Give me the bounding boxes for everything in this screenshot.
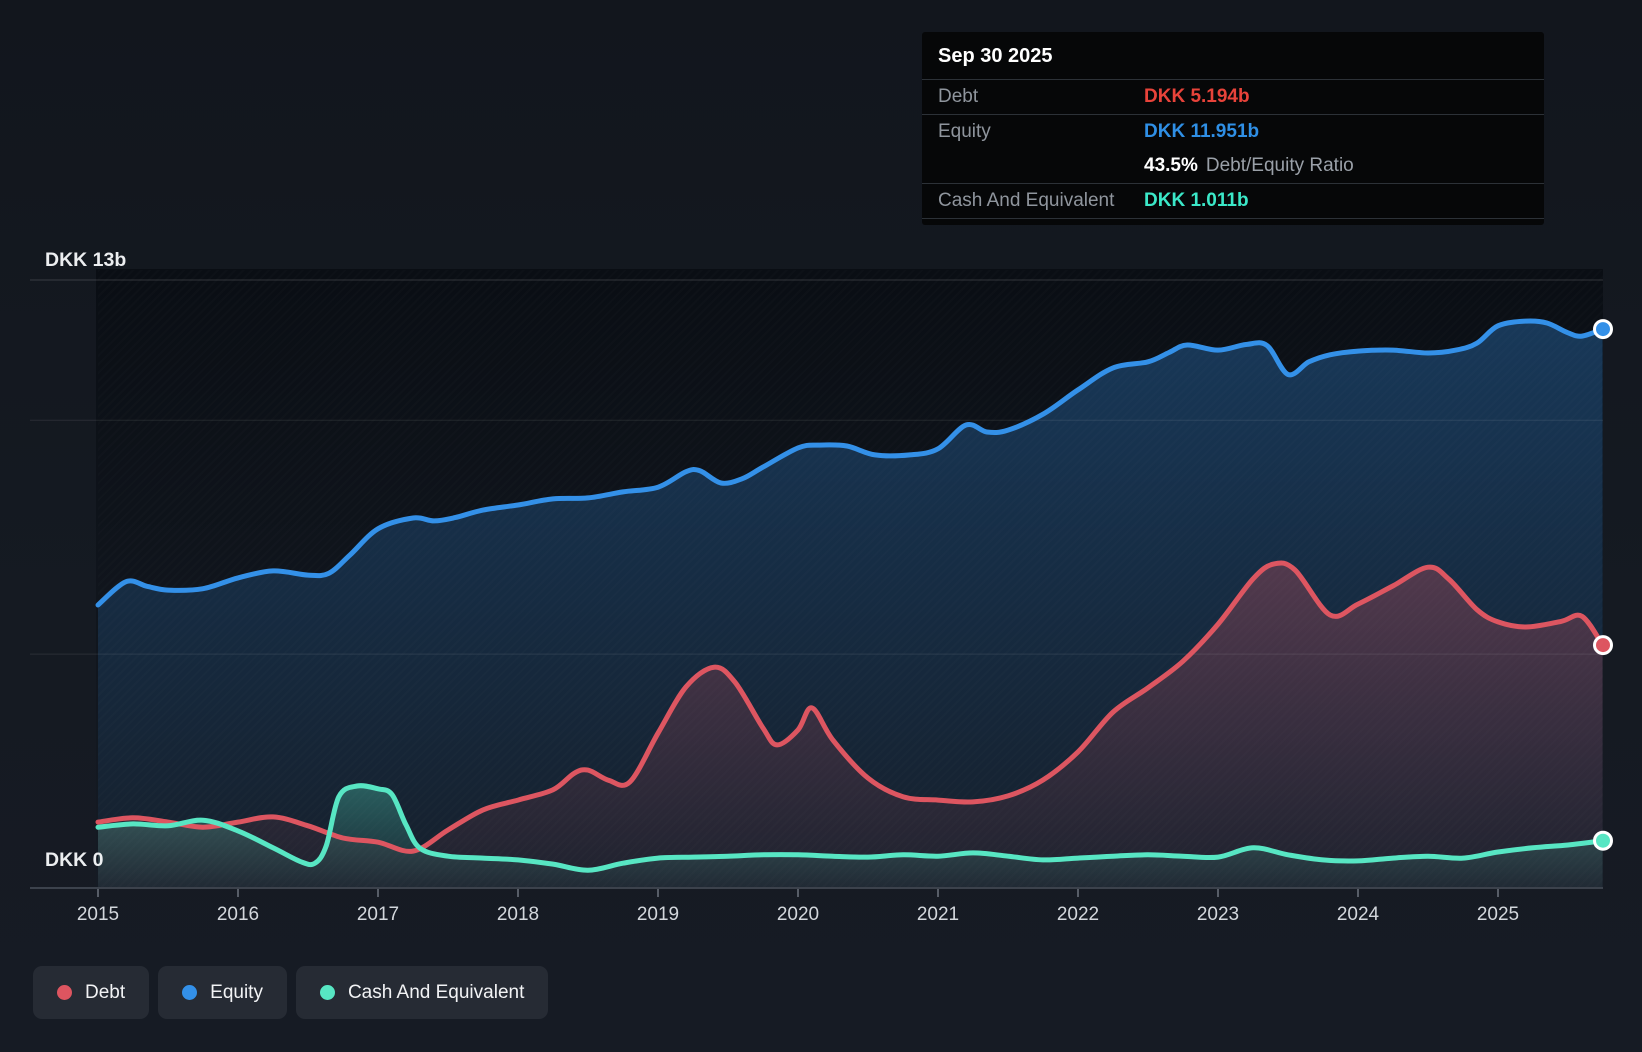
legend-debt-label: Debt xyxy=(85,982,125,1004)
legend-equity-label: Equity xyxy=(210,982,263,1004)
x-axis-label-2020: 2020 xyxy=(777,904,819,925)
y-axis-zero-label: DKK 0 xyxy=(45,849,104,871)
tooltip-equity-label: Equity xyxy=(938,121,1144,143)
x-axis-label-2018: 2018 xyxy=(497,904,539,925)
x-axis-label-2019: 2019 xyxy=(637,904,679,925)
x-axis-label-2017: 2017 xyxy=(357,904,399,925)
tooltip-row-equity: Equity DKK 11.951b xyxy=(922,115,1544,149)
x-axis-label-2025: 2025 xyxy=(1477,904,1519,925)
tooltip-date: Sep 30 2025 xyxy=(922,32,1544,80)
debt-end-marker xyxy=(1595,637,1612,654)
y-axis-max-label: DKK 13b xyxy=(45,249,126,271)
cash-series-dot-icon xyxy=(320,985,335,1000)
debt-equity-history-chart-page: { "y_axis": { "top_label": "DKK 13b", "z… xyxy=(0,0,1642,1052)
x-axis-label-2023: 2023 xyxy=(1197,904,1239,925)
tooltip-debt-label: Debt xyxy=(938,86,1144,108)
tooltip-row-ratio: 43.5% Debt/Equity Ratio xyxy=(922,149,1544,184)
chart-tooltip: Sep 30 2025 Debt DKK 5.194b Equity DKK 1… xyxy=(922,32,1544,225)
tooltip-cash-label: Cash And Equivalent xyxy=(938,190,1144,212)
x-axis-label-2021: 2021 xyxy=(917,904,959,925)
debt-series-dot-icon xyxy=(57,985,72,1000)
legend-toggle-debt[interactable]: Debt xyxy=(33,966,149,1019)
debt-equity-ratio-value: 43.5% xyxy=(1144,155,1198,177)
x-axis-label-2016: 2016 xyxy=(217,904,259,925)
legend-toggle-equity[interactable]: Equity xyxy=(158,966,287,1019)
legend-cash-label: Cash And Equivalent xyxy=(348,982,524,1004)
x-axis-label-2024: 2024 xyxy=(1337,904,1380,925)
tooltip-row-cash: Cash And Equivalent DKK 1.011b xyxy=(922,184,1544,219)
chart-legend: Debt Equity Cash And Equivalent xyxy=(33,966,548,1019)
tooltip-cash-value: DKK 1.011b xyxy=(1144,190,1249,212)
debt-equity-ratio-label: Debt/Equity Ratio xyxy=(1206,155,1354,177)
cash-and-equivalent-end-marker xyxy=(1595,832,1612,849)
tooltip-equity-value: DKK 11.951b xyxy=(1144,121,1259,143)
tooltip-debt-value: DKK 5.194b xyxy=(1144,86,1250,108)
equity-series-dot-icon xyxy=(182,985,197,1000)
x-axis-label-2022: 2022 xyxy=(1057,904,1099,925)
legend-toggle-cash[interactable]: Cash And Equivalent xyxy=(296,966,548,1019)
x-axis-label-2015: 2015 xyxy=(77,904,119,925)
tooltip-row-debt: Debt DKK 5.194b xyxy=(922,80,1544,115)
equity-end-marker xyxy=(1595,321,1612,338)
